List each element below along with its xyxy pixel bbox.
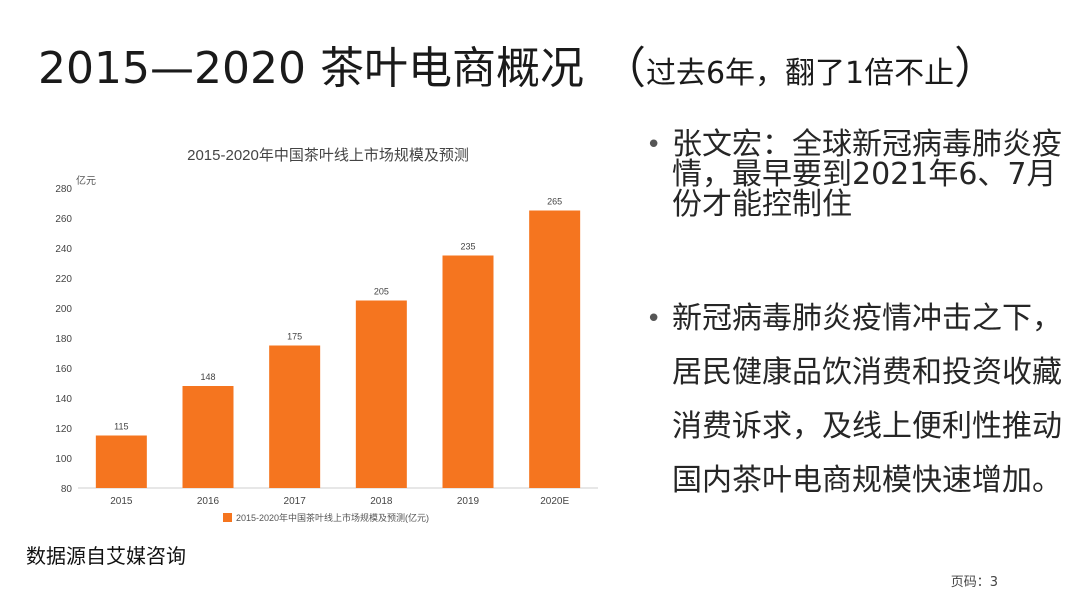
bar-2018 xyxy=(355,300,407,488)
bar-2016 xyxy=(182,386,234,488)
slide-title-main: 2015—2020 茶叶电商概况 xyxy=(38,43,584,94)
bar-value-label: 148 xyxy=(200,372,215,382)
x-tick-label: 2018 xyxy=(370,496,393,507)
bar-value-label: 235 xyxy=(460,242,475,252)
data-source-note: 数据源自艾媒咨询 xyxy=(26,544,186,568)
slide-title: 2015—2020 茶叶电商概况 （过去6年，翻了1倍不止） xyxy=(38,32,998,96)
bar-value-label: 175 xyxy=(287,332,302,342)
x-tick-label: 2016 xyxy=(197,496,220,507)
y-tick-label: 140 xyxy=(55,394,72,405)
page-number: 页码：3 xyxy=(950,575,998,590)
y-tick-label: 260 xyxy=(55,214,72,225)
y-axis-unit-label: 亿元 xyxy=(76,174,96,187)
y-tick-label: 100 xyxy=(55,454,72,465)
chart-title: 2015-2020年中国茶叶线上市场规模及预测 xyxy=(187,147,469,164)
bar-2020E xyxy=(529,210,581,488)
title-paren-open: （ xyxy=(601,43,646,94)
y-tick-label: 240 xyxy=(55,244,72,255)
slide-title-subtitle: 过去6年，翻了1倍不止 xyxy=(645,56,955,91)
y-tick-label: 80 xyxy=(61,484,73,495)
y-tick-label: 220 xyxy=(55,274,72,285)
x-tick-label: 2020E xyxy=(540,496,569,507)
bullet-list: • 张文宏：全球新冠病毒肺炎疫情，最早要到2021年6、7月份才能控制住 新冠病… xyxy=(646,130,1066,508)
bullet-item: • 张文宏：全球新冠病毒肺炎疫情，最早要到2021年6、7月份才能控制住 xyxy=(646,130,1066,220)
bar-2019 xyxy=(442,255,494,488)
y-tick-label: 160 xyxy=(55,364,72,375)
bullet-text-covid-outlook: 张文宏：全球新冠病毒肺炎疫情，最早要到2021年6、7月份才能控制住 xyxy=(672,127,1062,222)
x-tick-label: 2017 xyxy=(284,496,307,507)
bar-2017 xyxy=(269,345,321,488)
x-tick-label: 2019 xyxy=(457,496,480,507)
legend-swatch xyxy=(223,513,232,522)
bar-value-label: 205 xyxy=(374,287,389,297)
bullet-text-ecommerce-growth: 新冠病毒肺炎疫情冲击之下，居民健康品饮消费和投资收藏消费诉求，及线上便利性推动国… xyxy=(672,301,1062,498)
y-tick-label: 180 xyxy=(55,334,72,345)
y-tick-label: 280 xyxy=(55,184,72,195)
bar-value-label: 265 xyxy=(547,197,562,207)
y-tick-label: 120 xyxy=(55,424,72,435)
bullet-item: 新冠病毒肺炎疫情冲击之下，居民健康品饮消费和投资收藏消费诉求，及线上便利性推动国… xyxy=(646,292,1066,508)
bar-value-label: 115 xyxy=(114,422,128,432)
y-tick-label: 200 xyxy=(55,304,72,315)
bullet-dot-icon: • xyxy=(646,304,662,334)
market-size-chart: 2015-2020年中国茶叶线上市场规模及预测亿元 80 100 120 140 160 1… xyxy=(48,130,608,535)
legend-label: 2015-2020年中国茶叶线上市场规模及预测(亿元) xyxy=(236,512,429,523)
bar-2015 xyxy=(95,435,147,488)
title-paren-close: ） xyxy=(954,43,999,94)
x-tick-label: 2015 xyxy=(110,496,133,507)
bullet-dot-icon: • xyxy=(646,130,662,160)
